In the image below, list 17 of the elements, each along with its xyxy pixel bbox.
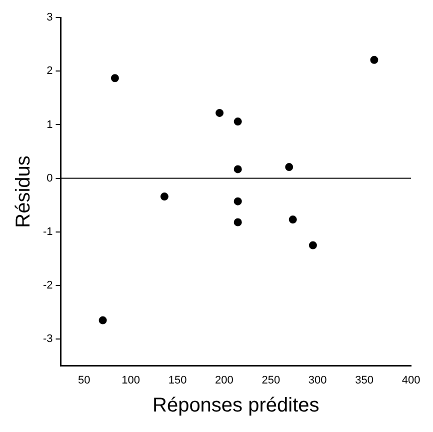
y-tick-label: 1	[46, 118, 53, 131]
y-tick-label: -2	[43, 279, 53, 292]
x-tick-label: 350	[355, 374, 374, 386]
y-tick-label: -1	[43, 226, 53, 238]
x-tick-label: 200	[215, 374, 234, 386]
y-tick-label: 3	[46, 12, 53, 24]
x-tick-label: 100	[122, 374, 140, 386]
y-tick-label: 2	[46, 65, 53, 78]
y-tick-label: 0	[46, 172, 53, 184]
x-tick-label: 50	[78, 374, 90, 386]
y-axis-title: Résidus	[12, 156, 35, 228]
x-tick-label: 250	[262, 374, 280, 386]
x-tick-label: 300	[308, 374, 327, 386]
x-tick-label: 400	[402, 374, 420, 386]
x-tick-label: 150	[168, 374, 187, 386]
x-axis-title: Réponses prédites	[152, 394, 320, 417]
y-tick-label: -3	[43, 333, 53, 346]
